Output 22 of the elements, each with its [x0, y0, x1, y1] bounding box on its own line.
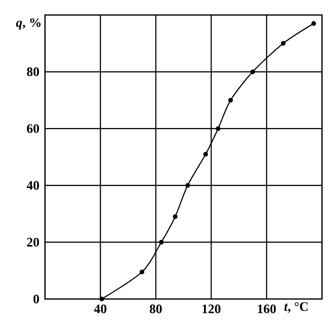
point: [203, 152, 208, 157]
y-tick-label: 40: [26, 181, 39, 190]
y-tick-label: 60: [26, 124, 39, 133]
point: [140, 270, 144, 274]
x-tick-label: 120: [202, 304, 220, 314]
y-tick-label: 80: [26, 67, 39, 76]
y-axis-title: q, %: [16, 18, 41, 30]
point: [158, 240, 164, 245]
point: [311, 21, 316, 26]
y-tick-label: 0: [34, 294, 39, 304]
y-tick-label: 20: [27, 238, 39, 247]
point: [216, 126, 220, 131]
point: [185, 183, 190, 188]
point: [99, 296, 104, 302]
point: [228, 98, 233, 103]
point: [250, 69, 256, 74]
x-tick-label: 40: [94, 304, 106, 314]
point: [172, 214, 178, 219]
x-tick-label: 160: [258, 304, 276, 314]
x-tick-label: 80: [150, 304, 162, 314]
point: [280, 41, 286, 46]
x-axis-title: t, °C: [284, 302, 308, 313]
